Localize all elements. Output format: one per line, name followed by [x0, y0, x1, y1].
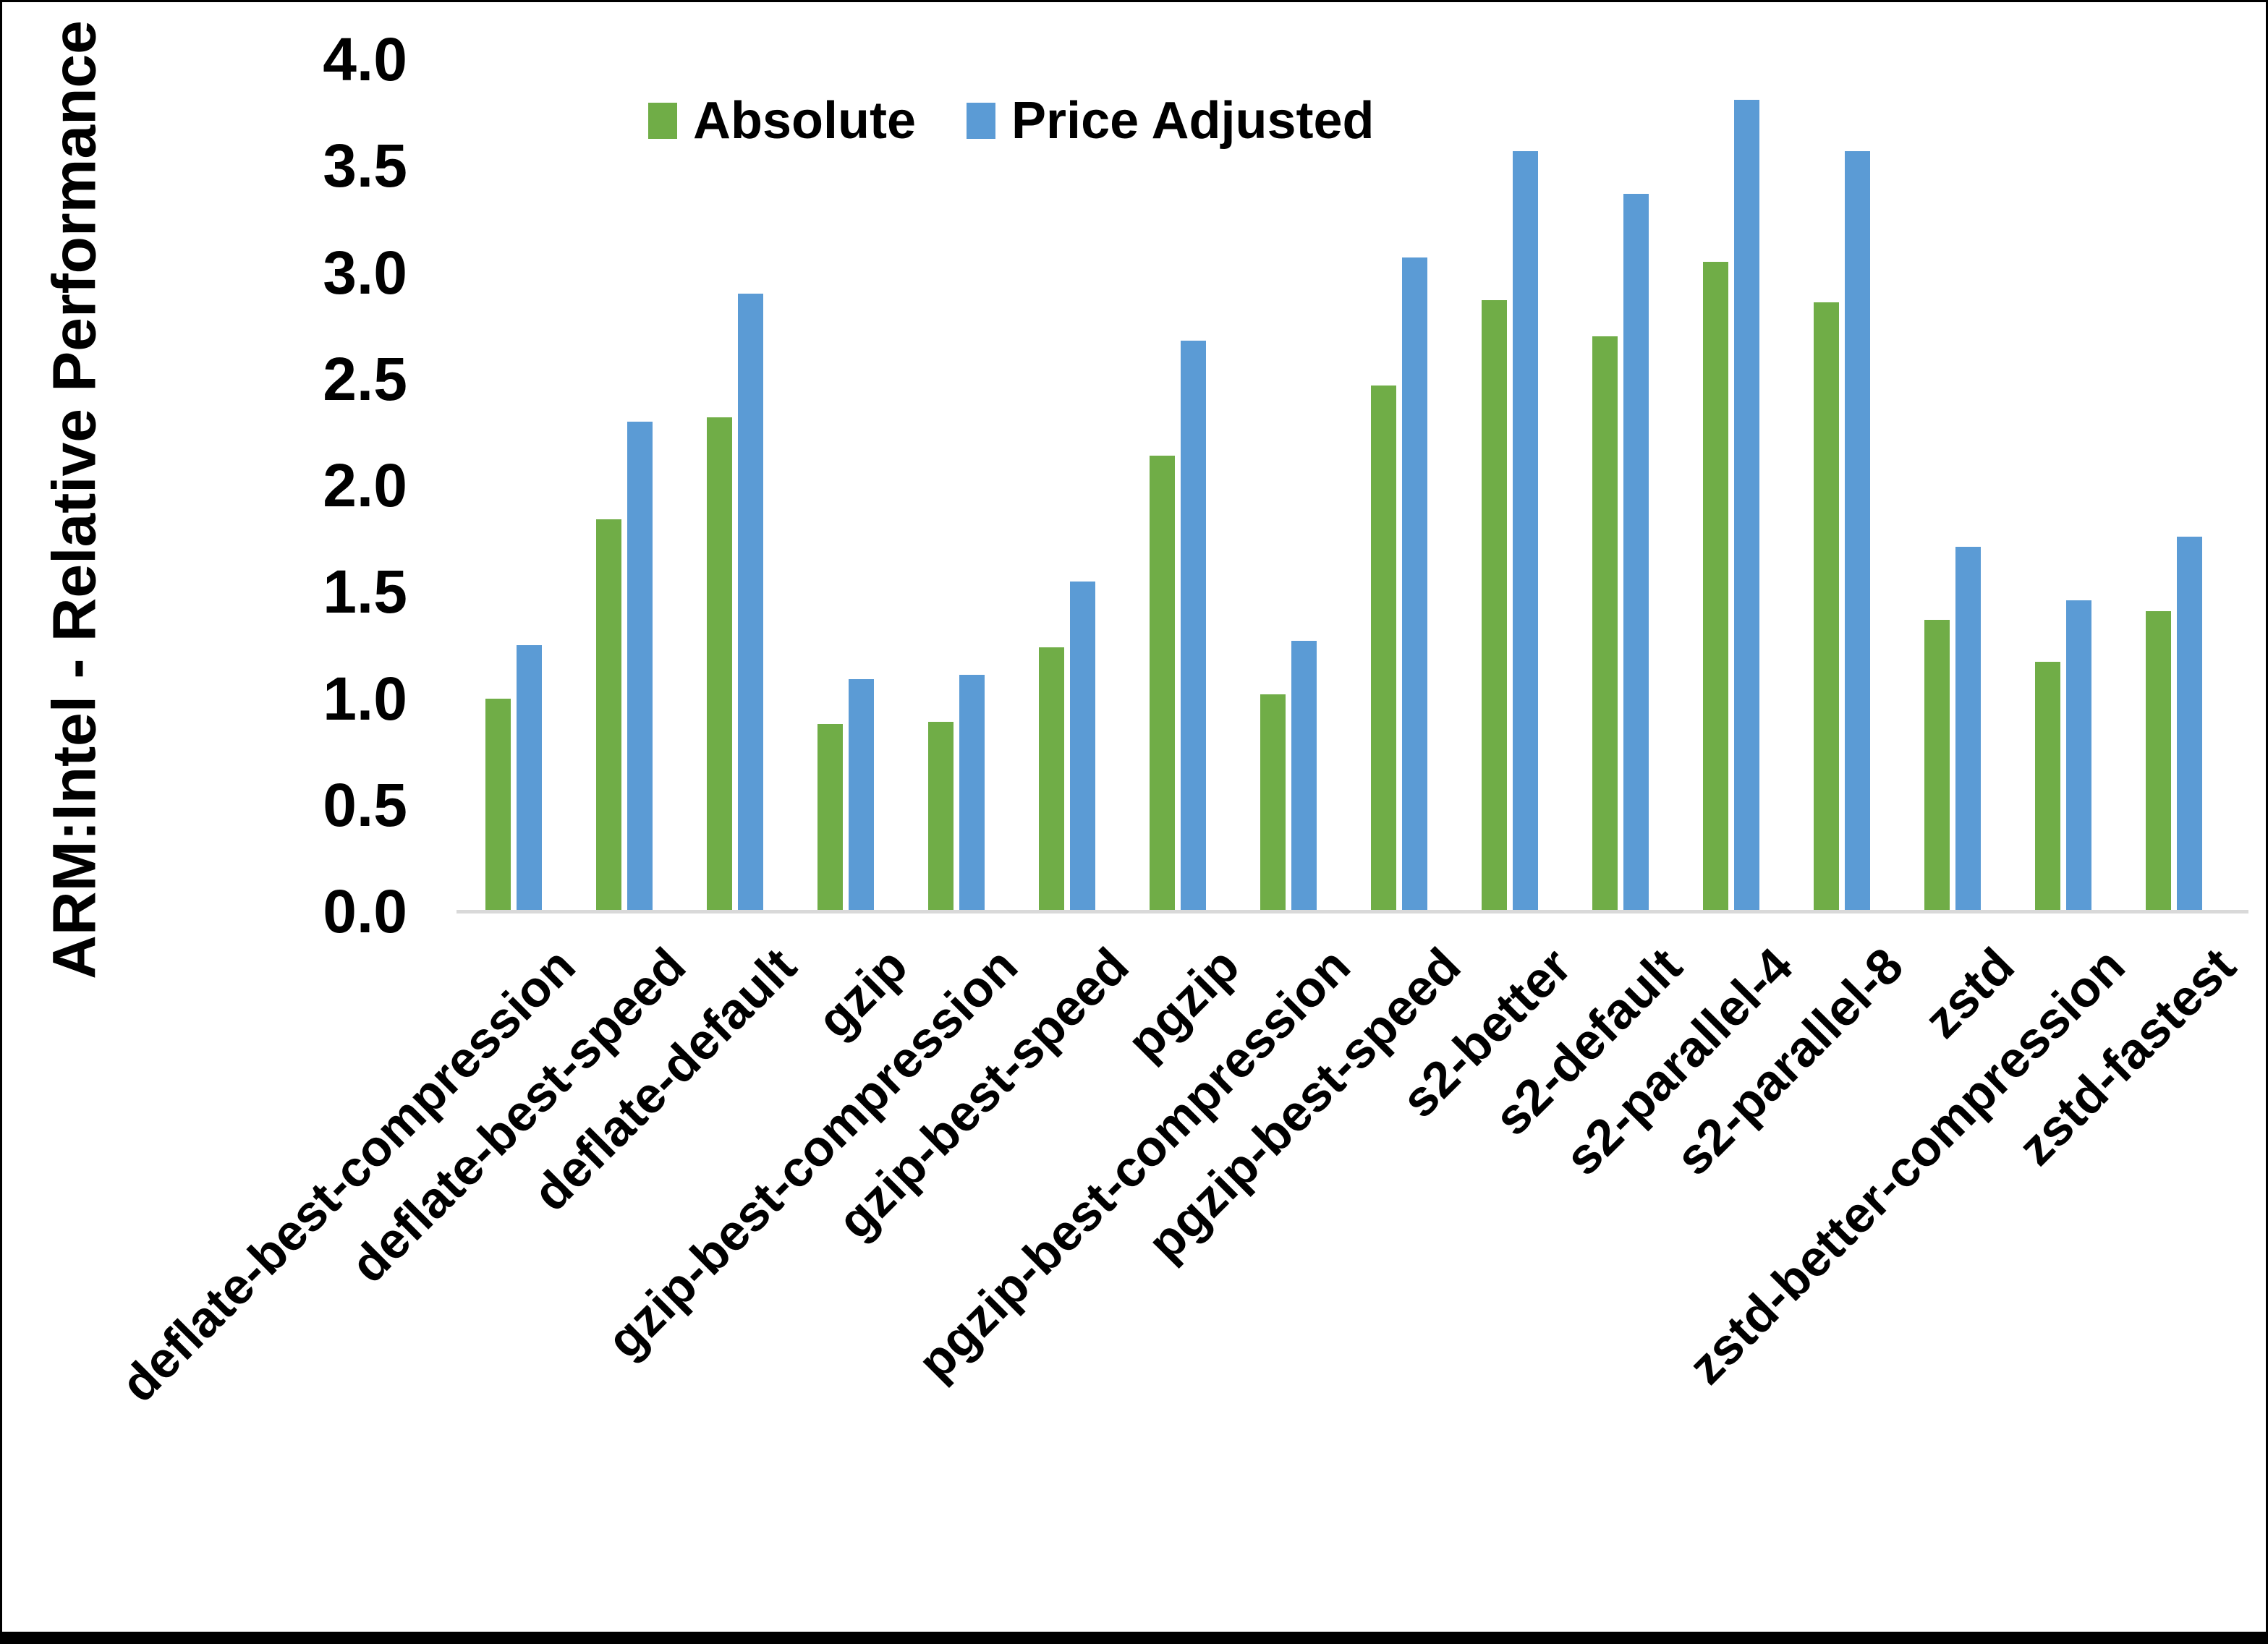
legend-swatch-price-adjusted: [967, 103, 996, 139]
bar-absolute-pgzip-best-speed: [1370, 385, 1396, 911]
category-slot: [569, 59, 679, 911]
legend: Absolute Price Adjusted: [648, 95, 1374, 147]
bar-price-adjusted-zstd-fastest: [2176, 536, 2202, 911]
bar-absolute-gzip-best-speed: [1038, 647, 1064, 911]
legend-item-absolute: Absolute: [648, 95, 916, 147]
legend-swatch-absolute: [648, 103, 677, 139]
bar-price-adjusted-gzip: [848, 679, 874, 911]
bar-price-adjusted-gzip-best-speed: [1069, 581, 1095, 911]
y-tick-label: 4.0: [323, 25, 407, 93]
category-slot: [2118, 59, 2229, 911]
bar-price-adjusted-zstd: [1955, 547, 1981, 911]
category-slot: [679, 59, 790, 911]
bar-price-adjusted-deflate-default: [737, 293, 763, 911]
y-tick-label: 1.5: [323, 558, 407, 626]
bar-absolute-s2-parallel-8: [1813, 302, 1839, 911]
bar-absolute-deflate-best-speed: [595, 519, 621, 911]
y-axis-title: ARM:Intel - Relative Performance: [40, 20, 109, 979]
bar-absolute-pgzip-best-compression: [1260, 694, 1286, 911]
bar-absolute-gzip-best-compression: [927, 721, 954, 911]
bar-price-adjusted-s2-better: [1512, 150, 1538, 911]
bar-absolute-deflate-default: [706, 417, 732, 911]
bottom-border-bar: [2, 1632, 2266, 1642]
category-slot: [901, 59, 1011, 911]
category-slot: [1897, 59, 2008, 911]
y-tick-label: 2.5: [323, 344, 407, 413]
category-slot: [1011, 59, 1122, 911]
legend-label-price-adjusted: Price Adjusted: [1011, 92, 1375, 150]
bar-absolute-zstd-better-compression: [2034, 662, 2060, 911]
category-slot: [1565, 59, 1675, 911]
category-slot: [1675, 59, 1786, 911]
y-tick-label: 0.0: [323, 877, 407, 945]
legend-item-price-adjusted: Price Adjusted: [967, 95, 1374, 147]
bar-absolute-deflate-best-compression: [485, 698, 511, 911]
bar-price-adjusted-zstd-better-compression: [2065, 600, 2091, 911]
y-tick-label: 3.5: [323, 132, 407, 200]
y-tick-label: 1.0: [323, 664, 407, 733]
bar-price-adjusted-deflate-best-speed: [627, 421, 653, 911]
bar-price-adjusted-gzip-best-compression: [959, 675, 985, 911]
category-slot: [458, 59, 569, 911]
category-slot: [1122, 59, 1233, 911]
category-slot: [790, 59, 901, 911]
bar-price-adjusted-pgzip: [1180, 340, 1206, 911]
y-tick-label: 2.0: [323, 451, 407, 519]
bar-price-adjusted-s2-default: [1623, 193, 1649, 911]
bar-absolute-zstd: [1924, 619, 1950, 911]
bar-absolute-zstd-fastest: [2145, 610, 2171, 911]
plot-area: [458, 59, 2229, 911]
x-category-label-deflate-best-compression: deflate-best-compression: [109, 937, 586, 1413]
category-slot: [1454, 59, 1565, 911]
bar-price-adjusted-pgzip-best-speed: [1401, 257, 1427, 911]
y-tick-label: 3.0: [323, 238, 407, 307]
category-slot: [2008, 59, 2118, 911]
category-slot: [1233, 59, 1343, 911]
legend-label-absolute: Absolute: [693, 92, 917, 150]
x-axis-line: [456, 910, 2248, 913]
bar-price-adjusted-s2-parallel-8: [1844, 150, 1870, 911]
bar-price-adjusted-s2-parallel-4: [1733, 99, 1759, 911]
bar-price-adjusted-pgzip-best-compression: [1291, 641, 1317, 911]
bar-price-adjusted-deflate-best-compression: [516, 644, 542, 911]
bar-absolute-gzip: [817, 723, 843, 911]
category-slot: [1343, 59, 1454, 911]
y-tick-label: 0.5: [323, 770, 407, 839]
category-slot: [1786, 59, 1897, 911]
bar-absolute-s2-parallel-4: [1702, 261, 1728, 911]
bar-absolute-s2-better: [1481, 299, 1507, 911]
bar-absolute-pgzip: [1149, 455, 1175, 911]
bar-absolute-s2-default: [1592, 336, 1618, 911]
